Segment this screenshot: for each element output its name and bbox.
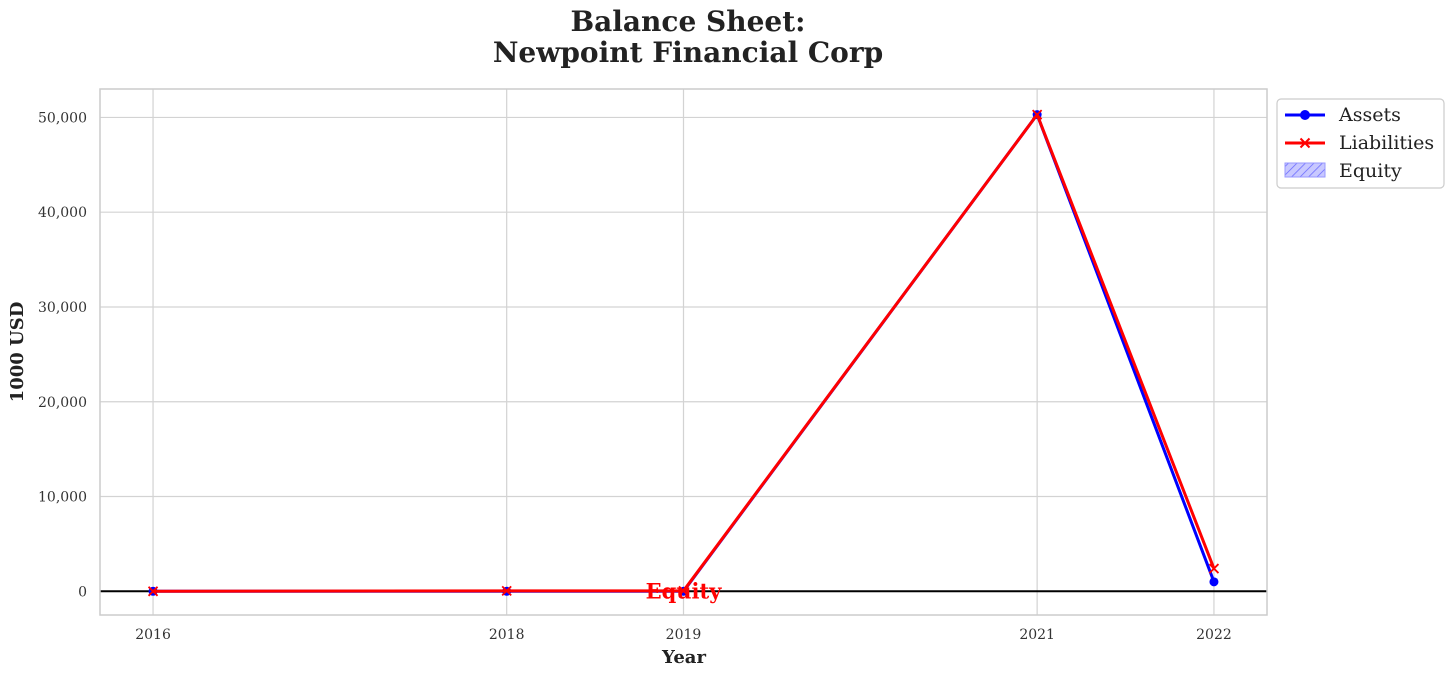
equity-annotation: Equity: [646, 578, 723, 603]
x-tick-label: 2022: [1196, 627, 1232, 643]
y-tick-label: 30,000: [38, 300, 87, 316]
legend-assets-marker: [1300, 110, 1310, 120]
liabilities-point: [678, 585, 689, 596]
y-tick-label: 50,000: [38, 110, 87, 126]
x-tick-label: 2016: [135, 627, 171, 643]
legend: Assets Liabilities Equity: [1276, 98, 1445, 189]
x-tick-label: 2021: [1019, 627, 1055, 643]
y-tick-label: 10,000: [38, 490, 87, 506]
legend-liabilities-label: Liabilities: [1339, 132, 1434, 154]
plot-frame: [99, 88, 1268, 616]
legend-assets-label: Assets: [1338, 104, 1401, 126]
y-tick-label: 40,000: [38, 205, 87, 221]
assets-point: [1209, 577, 1219, 587]
legend-liabilities-marker: [1299, 137, 1311, 149]
grid-lines: [100, 89, 1267, 615]
series-group: [147, 109, 1220, 597]
x-tick-labels: 2016 2018 2019 2021 2022: [135, 627, 1232, 643]
liabilities-point: [1032, 109, 1043, 120]
x-axis-label: Year: [661, 647, 706, 668]
liabilities-point: [501, 585, 512, 596]
chart-title-line-2: Newpoint Financial Corp: [493, 36, 883, 69]
y-tick-labels: 0 10,000 20,000 30,000 40,000 50,000: [38, 110, 87, 600]
liabilities-point: [147, 586, 159, 597]
liabilities-point: [1208, 563, 1220, 574]
x-tick-label: 2018: [489, 627, 525, 643]
x-tick-label: 2019: [666, 627, 702, 643]
y-tick-label: 0: [78, 584, 87, 600]
legend-equity-swatch: [1284, 162, 1326, 178]
y-axis-label: 1000 USD: [7, 302, 28, 403]
y-tick-label: 20,000: [38, 395, 87, 411]
legend-equity-label: Equity: [1339, 160, 1402, 182]
annotation-group: Equity: [646, 578, 723, 603]
chart-title-line-1: Balance Sheet:: [570, 5, 805, 38]
